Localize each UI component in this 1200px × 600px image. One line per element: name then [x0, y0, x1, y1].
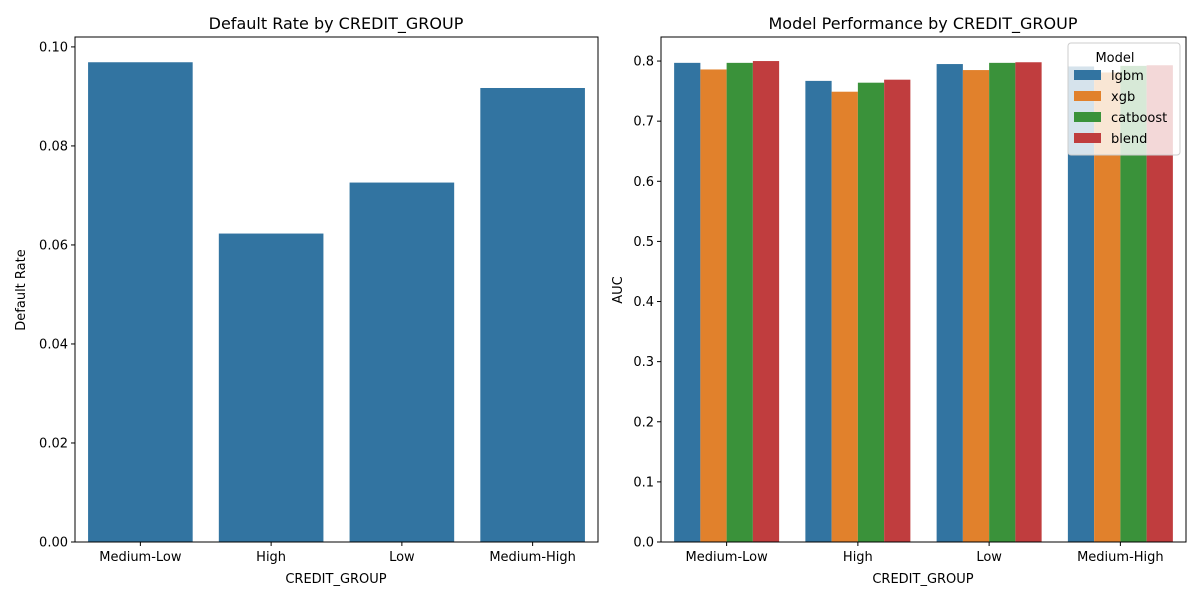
y-tick-label: 0.4	[633, 295, 654, 310]
model-performance-chart: Model Performance by CREDIT_GROUP 0.0 0.1…	[611, 14, 1187, 587]
y-tick-label: 0.10	[39, 40, 68, 55]
bar-auc-lgbm-low	[936, 64, 963, 542]
legend-swatch-catboost	[1074, 112, 1101, 122]
y-tick-label: 0.08	[39, 139, 68, 154]
bar-default-rate-low	[349, 182, 455, 542]
legend-label-catboost: catboost	[1111, 111, 1167, 126]
model-performance-chart-title: Model Performance by CREDIT_GROUP	[769, 14, 1078, 34]
x-tick-label: Medium-Low	[685, 550, 768, 565]
bar-auc-lgbm-medium-low	[674, 62, 701, 542]
y-tick-label: 0.0	[633, 536, 654, 551]
model-performance-x-axis-label: CREDIT_GROUP	[872, 572, 973, 587]
y-tick-label: 0.00	[39, 536, 68, 551]
model-performance-y-axis: 0.0 0.1 0.2 0.3 0.4 0.5 0.6 0.7 0.8	[633, 55, 661, 551]
model-performance-x-axis: Medium-Low High Low Medium-High	[685, 542, 1164, 565]
bar-auc-catboost-high	[857, 82, 885, 542]
model-legend: Model lgbm xgb catboost blend	[1067, 42, 1181, 156]
legend-label-xgb: xgb	[1111, 90, 1135, 105]
y-tick-label: 0.06	[39, 238, 68, 253]
model-performance-y-axis-label: AUC	[611, 276, 626, 304]
bar-default-rate-high	[218, 233, 324, 542]
default-rate-x-axis: Medium-Low High Low Medium-High	[99, 542, 576, 565]
bar-default-rate-medium-high	[480, 87, 585, 543]
default-rate-bars	[88, 62, 585, 543]
bar-auc-catboost-low	[989, 62, 1016, 542]
y-tick-label: 0.5	[633, 235, 654, 250]
bar-auc-blend-low	[1015, 62, 1042, 542]
legend-label-blend: blend	[1111, 132, 1147, 147]
legend-swatch-lgbm	[1074, 70, 1101, 80]
y-tick-label: 0.6	[633, 175, 654, 190]
legend-swatch-xgb	[1074, 91, 1101, 101]
bar-auc-xgb-medium-low	[700, 69, 727, 542]
y-tick-label: 0.2	[633, 415, 654, 430]
default-rate-chart-title: Default Rate by CREDIT_GROUP	[209, 14, 464, 34]
bar-auc-lgbm-high	[805, 80, 832, 542]
default-rate-y-axis-label: Default Rate	[14, 249, 29, 330]
x-tick-label: Medium-Low	[99, 550, 182, 565]
bar-auc-catboost-medium-low	[726, 62, 753, 542]
legend-label-lgbm: lgbm	[1111, 69, 1144, 84]
y-tick-label: 0.8	[633, 55, 654, 70]
x-tick-label: High	[256, 550, 286, 565]
bar-default-rate-medium-low	[88, 62, 193, 542]
bar-auc-xgb-high	[831, 91, 858, 542]
bar-auc-blend-medium-low	[752, 61, 780, 543]
model-performance-plot-frame	[660, 36, 1187, 543]
x-tick-label: High	[843, 550, 873, 565]
default-rate-y-axis: 0.00 0.02 0.04 0.06 0.08 0.10	[39, 40, 75, 551]
x-tick-label: Low	[389, 550, 415, 565]
bar-auc-xgb-low	[962, 70, 990, 542]
y-tick-label: 0.7	[633, 115, 654, 130]
default-rate-chart: Default Rate by CREDIT_GROUP 0.000.020.0…	[14, 14, 599, 587]
legend-swatch-blend	[1074, 133, 1101, 143]
x-tick-label: Low	[976, 550, 1002, 565]
y-tick-label: 0.04	[39, 337, 68, 352]
default-rate-x-axis-label: CREDIT_GROUP	[285, 572, 386, 587]
bar-auc-blend-high	[884, 79, 911, 543]
legend-title: Model	[1095, 51, 1134, 66]
y-tick-label: 0.02	[39, 436, 68, 451]
default-rate-plot-frame	[74, 36, 599, 543]
y-tick-label: 0.1	[633, 475, 654, 490]
x-tick-label: Medium-High	[1077, 550, 1164, 565]
y-tick-label: 0.3	[633, 355, 654, 370]
x-tick-label: Medium-High	[489, 550, 576, 565]
